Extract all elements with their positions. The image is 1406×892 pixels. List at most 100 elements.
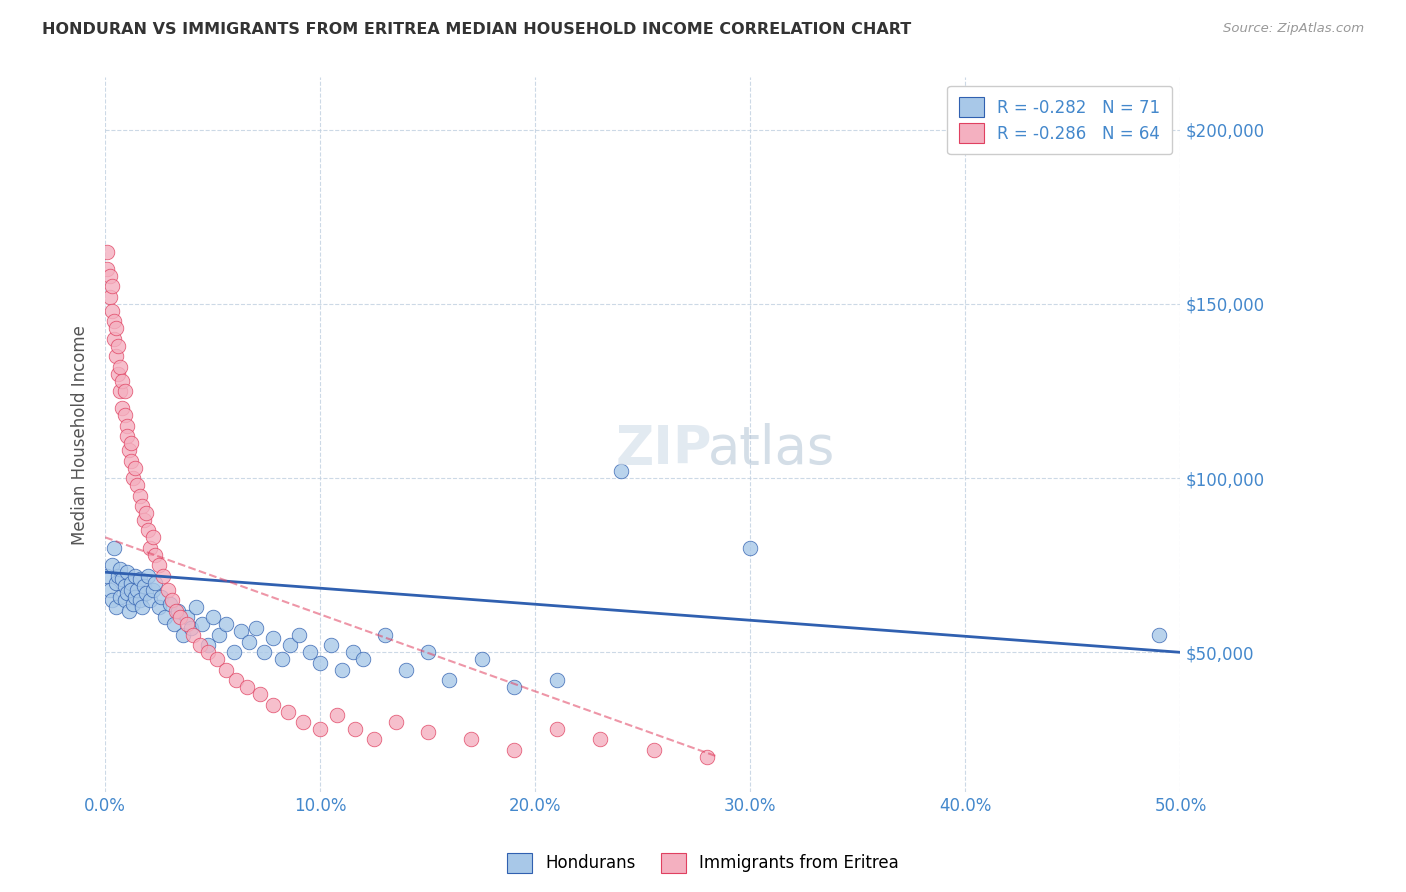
Point [229, 624, 252, 639]
Point [148, 600, 170, 615]
Point [103, 314, 125, 328]
Point [98, 290, 121, 304]
Point [326, 708, 349, 723]
Point [127, 582, 149, 597]
Point [208, 628, 231, 642]
Point [104, 600, 127, 615]
Point [143, 548, 166, 562]
Point [104, 349, 127, 363]
Point [165, 603, 187, 617]
Point [201, 610, 224, 624]
Point [287, 628, 309, 642]
Point [197, 639, 219, 653]
Point [114, 593, 136, 607]
Point [416, 645, 439, 659]
Point [236, 680, 259, 694]
Point [100, 558, 122, 573]
Point [118, 443, 141, 458]
Point [110, 590, 132, 604]
Point [156, 582, 179, 597]
Point [416, 725, 439, 739]
Point [292, 714, 315, 729]
Point [124, 590, 146, 604]
Point [319, 639, 342, 653]
Text: ZIP: ZIP [616, 423, 713, 475]
Point [141, 582, 163, 597]
Point [96, 262, 118, 277]
Point [169, 610, 191, 624]
Point [131, 499, 153, 513]
Point [1147, 628, 1170, 642]
Point [120, 575, 142, 590]
Point [115, 586, 138, 600]
Point [118, 603, 141, 617]
Point [107, 339, 129, 353]
Point [107, 367, 129, 381]
Point [384, 714, 406, 729]
Point [159, 597, 181, 611]
Point [104, 575, 127, 590]
Point [128, 489, 150, 503]
Point [696, 749, 718, 764]
Point [107, 568, 129, 582]
Point [132, 579, 155, 593]
Point [136, 568, 159, 582]
Point [148, 558, 170, 573]
Point [139, 593, 162, 607]
Point [470, 652, 492, 666]
Point [120, 436, 142, 450]
Point [111, 374, 134, 388]
Point [128, 572, 150, 586]
Point [128, 593, 150, 607]
Point [114, 579, 136, 593]
Point [132, 513, 155, 527]
Point [124, 568, 146, 582]
Point [214, 663, 236, 677]
Point [342, 645, 364, 659]
Point [546, 722, 568, 736]
Point [96, 568, 118, 582]
Point [100, 593, 122, 607]
Point [115, 418, 138, 433]
Point [172, 628, 194, 642]
Point [439, 673, 461, 688]
Point [152, 568, 174, 582]
Point [124, 460, 146, 475]
Point [374, 628, 396, 642]
Point [115, 429, 138, 443]
Point [460, 732, 482, 747]
Text: HONDURAN VS IMMIGRANTS FROM ERITREA MEDIAN HOUSEHOLD INCOME CORRELATION CHART: HONDURAN VS IMMIGRANTS FROM ERITREA MEDI… [42, 22, 911, 37]
Point [163, 617, 186, 632]
Point [110, 384, 132, 398]
Point [111, 572, 134, 586]
Text: atlas: atlas [709, 423, 835, 475]
Point [238, 635, 260, 649]
Point [122, 471, 145, 485]
Point [143, 575, 166, 590]
Point [141, 530, 163, 544]
Point [610, 464, 633, 478]
Point [136, 524, 159, 538]
Point [96, 244, 118, 259]
Point [100, 304, 122, 318]
Point [363, 732, 385, 747]
Point [176, 617, 198, 632]
Point [120, 582, 142, 597]
Point [114, 384, 136, 398]
Point [110, 562, 132, 576]
Point [100, 279, 122, 293]
Point [135, 506, 157, 520]
Point [343, 722, 366, 736]
Point [330, 663, 353, 677]
Point [188, 639, 211, 653]
Point [110, 359, 132, 374]
Point [184, 600, 207, 615]
Point [150, 590, 173, 604]
Point [131, 600, 153, 615]
Point [191, 617, 214, 632]
Point [270, 652, 292, 666]
Point [309, 656, 332, 670]
Point [139, 541, 162, 555]
Point [352, 652, 374, 666]
Point [103, 541, 125, 555]
